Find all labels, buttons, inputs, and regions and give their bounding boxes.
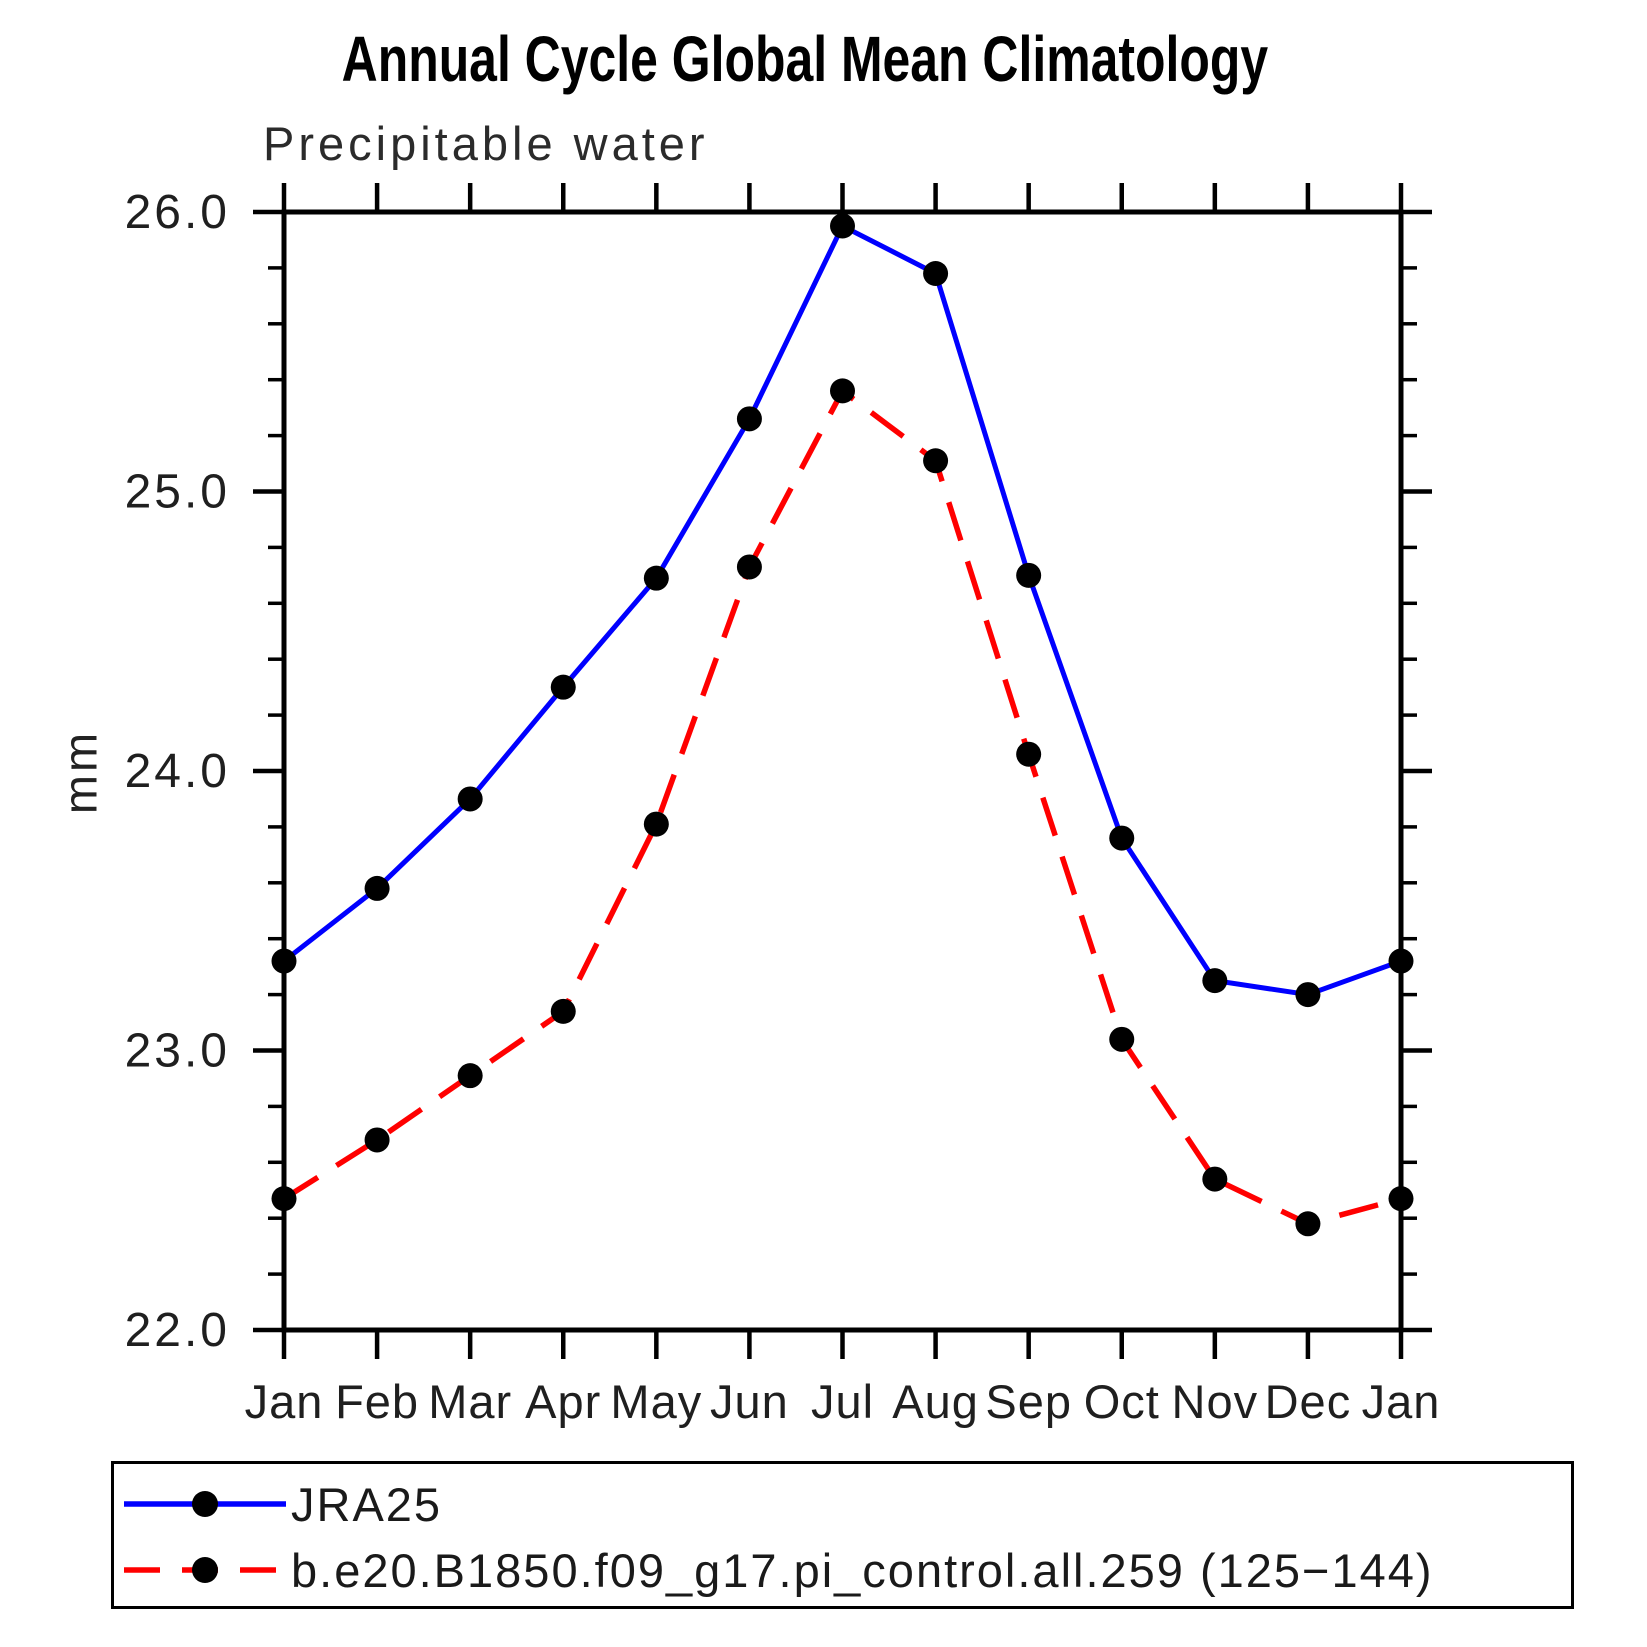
legend-item: b.e20.B1850.f09_g17.pi_control.all.259 (… (118, 1544, 1434, 1597)
legend-item: JRA25 (118, 1478, 442, 1531)
data-point-marker (1388, 948, 1414, 974)
data-point-marker (1109, 1026, 1135, 1052)
x-tick-label: Apr (525, 1375, 601, 1428)
y-tick-label: 22.0 (125, 1304, 230, 1357)
data-point-marker (1109, 825, 1135, 851)
x-tick-label: Feb (335, 1375, 419, 1428)
data-point-marker (364, 1127, 390, 1153)
legend-marker-circle-icon (192, 1491, 218, 1517)
series-jra25 (271, 213, 1414, 1008)
data-point-marker (457, 1063, 483, 1089)
data-point-marker (1202, 1166, 1228, 1192)
data-point-marker (1016, 741, 1042, 767)
data-point-marker (1388, 1186, 1414, 1212)
legend-label: b.e20.B1850.f09_g17.pi_control.all.259 (… (291, 1543, 1434, 1597)
data-point-marker (643, 565, 669, 591)
data-point-marker (923, 448, 949, 474)
legend-label: JRA25 (291, 1477, 443, 1531)
x-tick-label: Aug (892, 1375, 979, 1428)
y-tick-label: 23.0 (125, 1025, 230, 1078)
data-point-marker (923, 260, 949, 286)
plot-subtitle: Precipitable water (263, 117, 709, 170)
x-tick-label: Mar (428, 1375, 512, 1428)
page-title: Annual Cycle Global Mean Climatology (0, 22, 1610, 96)
data-point-marker (830, 213, 855, 239)
x-tick-label: Jun (710, 1375, 789, 1428)
series-line (282, 386, 1402, 1227)
page-title-text: Annual Cycle Global Mean Climatology (341, 23, 1269, 95)
data-point-marker (271, 948, 297, 974)
data-point-marker (271, 1186, 297, 1212)
data-point-marker (643, 811, 669, 837)
x-tick-label: Jul (811, 1375, 874, 1428)
y-tick-label: 25.0 (125, 466, 230, 519)
x-axis: Jan Feb Mar Apr May Jun Jul Aug Sep Oct Nov Dec Jan (245, 183, 1441, 1428)
data-point-marker (736, 554, 762, 580)
data-point-marker (1202, 968, 1228, 994)
data-point-marker (736, 406, 762, 432)
series-line (282, 222, 1402, 998)
legend-line-sample (124, 1491, 286, 1517)
data-point-marker (830, 378, 855, 404)
x-tick-label: Jan (245, 1375, 324, 1428)
y-tick-label: 26.0 (125, 186, 230, 239)
legend-box: JRA25 b.e20.B1850.f09_g17.pi_control.all.… (111, 1461, 1574, 1609)
x-tick-label: Oct (1084, 1375, 1160, 1428)
x-tick-label: Nov (1172, 1375, 1259, 1428)
data-point-marker (1016, 562, 1042, 588)
legend-marker-circle-icon (192, 1557, 218, 1583)
data-point-marker (550, 998, 576, 1024)
y-tick-label: 24.0 (125, 745, 230, 798)
data-point-marker (364, 875, 390, 901)
x-tick-label: Jan (1362, 1375, 1441, 1428)
data-point-marker (550, 674, 576, 700)
data-point-marker (1295, 1211, 1321, 1237)
legend-line-sample (124, 1557, 286, 1583)
data-point-marker (457, 786, 483, 812)
data-point-marker (1295, 982, 1321, 1008)
x-tick-label: Sep (985, 1375, 1072, 1428)
y-axis: 26.0 25.0 24.0 23.0 22.0 (125, 186, 1432, 1357)
x-tick-label: Dec (1265, 1375, 1352, 1428)
series-model (271, 378, 1414, 1237)
x-tick-label: May (610, 1375, 702, 1428)
